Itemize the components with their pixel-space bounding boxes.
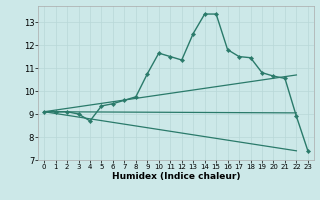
X-axis label: Humidex (Indice chaleur): Humidex (Indice chaleur) — [112, 172, 240, 181]
